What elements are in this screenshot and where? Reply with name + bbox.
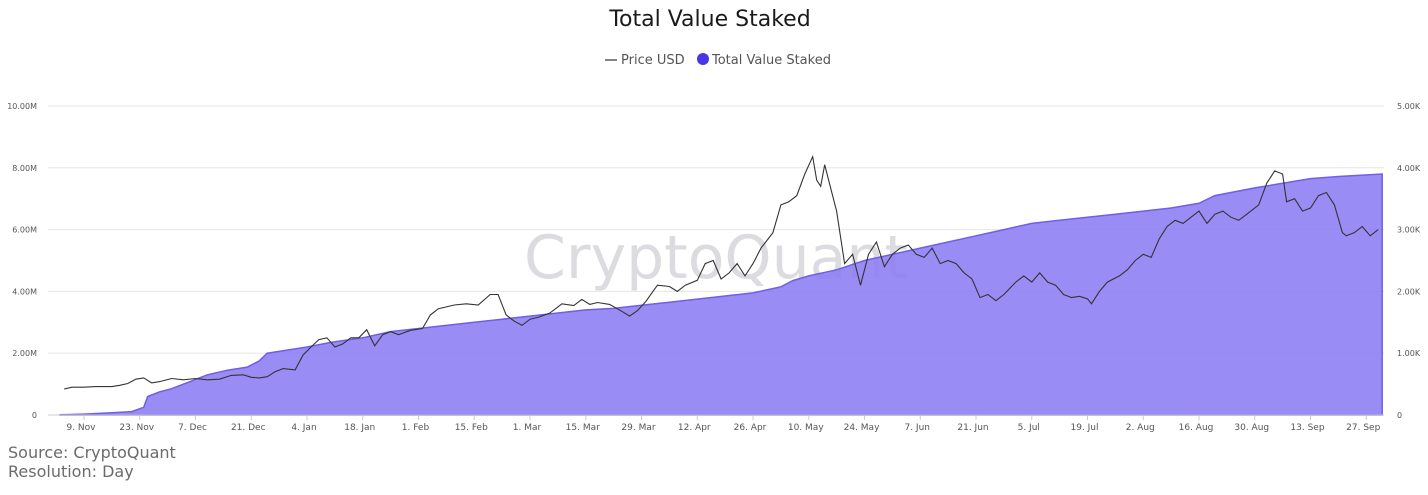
x-tick-label: 19. Jul <box>1070 423 1098 433</box>
x-tick-label: 10. May <box>788 423 824 433</box>
x-tick-label: 1. Mar <box>513 423 542 433</box>
y-left-tick-label: 6.00M <box>12 226 37 235</box>
y-right-tick-label: 0 <box>1397 411 1402 420</box>
y-right-tick-label: 4.00K <box>1397 164 1421 173</box>
y-right-tick-label: 5.00K <box>1397 102 1421 111</box>
x-tick-label: 18. Jan <box>344 423 375 433</box>
x-tick-label: 30. Aug <box>1234 423 1269 433</box>
y-left-tick-label: 10.00M <box>7 102 37 111</box>
legend-item-price[interactable]: Price USD <box>605 53 685 68</box>
x-tick-label: 9. Nov <box>66 423 96 433</box>
right-axis: 0 1.00K 2.00K 3.00K 4.00K 5.00K <box>1397 102 1421 420</box>
x-tick-label: 5. Jul <box>1018 423 1040 433</box>
price-line-series <box>63 154 1379 390</box>
legend-dot-marker <box>697 53 709 65</box>
y-left-tick-label: 4.00M <box>12 287 37 296</box>
chart-title: Total Value Staked <box>608 7 810 32</box>
x-tick-label: 7. Dec <box>178 423 207 433</box>
resolution-label: Resolution: Day <box>8 462 134 481</box>
y-right-tick-label: 1.00K <box>1397 349 1421 358</box>
x-tick-label: 12. Apr <box>678 423 711 433</box>
legend: Price USD Total Value Staked <box>605 53 831 68</box>
y-left-tick-label: 0 <box>32 411 37 420</box>
x-tick-label: 21. Dec <box>231 423 266 433</box>
tvs-area-series <box>59 173 1383 416</box>
y-right-tick-label: 2.00K <box>1397 287 1421 296</box>
legend-label-tvs: Total Value Staked <box>711 53 831 68</box>
x-tick-label: 13. Sep <box>1290 423 1324 433</box>
x-tick-label: 29. Mar <box>621 423 655 433</box>
legend-label-price: Price USD <box>621 53 685 68</box>
y-left-tick-label: 2.00M <box>12 349 37 358</box>
x-tick-label: 4. Jan <box>291 423 316 433</box>
x-tick-label: 21. Jun <box>957 423 988 433</box>
x-tick-label: 27. Sep <box>1346 423 1380 433</box>
x-tick-label: 26. Apr <box>734 423 767 433</box>
x-tick-label: 15. Feb <box>455 423 488 433</box>
x-tick-label: 15. Mar <box>566 423 600 433</box>
left-axis: 0 2.00M 4.00M 6.00M 8.00M 10.00M <box>7 102 37 420</box>
legend-item-tvs[interactable]: Total Value Staked <box>697 53 831 68</box>
x-tick-label: 7. Jun <box>904 423 930 433</box>
x-tick-label: 16. Aug <box>1179 423 1214 433</box>
x-tick-label: 2. Aug <box>1126 423 1155 433</box>
y-left-tick-label: 8.00M <box>12 164 37 173</box>
x-tick-label: 23. Nov <box>119 423 154 433</box>
x-axis: 9. Nov 23. Nov 7. Dec 21. Dec 4. Jan 18. Jan 1… <box>66 415 1381 433</box>
source-label: Source: CryptoQuant <box>8 443 176 462</box>
x-tick-label: 24. May <box>844 423 880 433</box>
x-tick-label: 1. Feb <box>402 423 430 433</box>
y-right-tick-label: 3.00K <box>1397 226 1421 235</box>
